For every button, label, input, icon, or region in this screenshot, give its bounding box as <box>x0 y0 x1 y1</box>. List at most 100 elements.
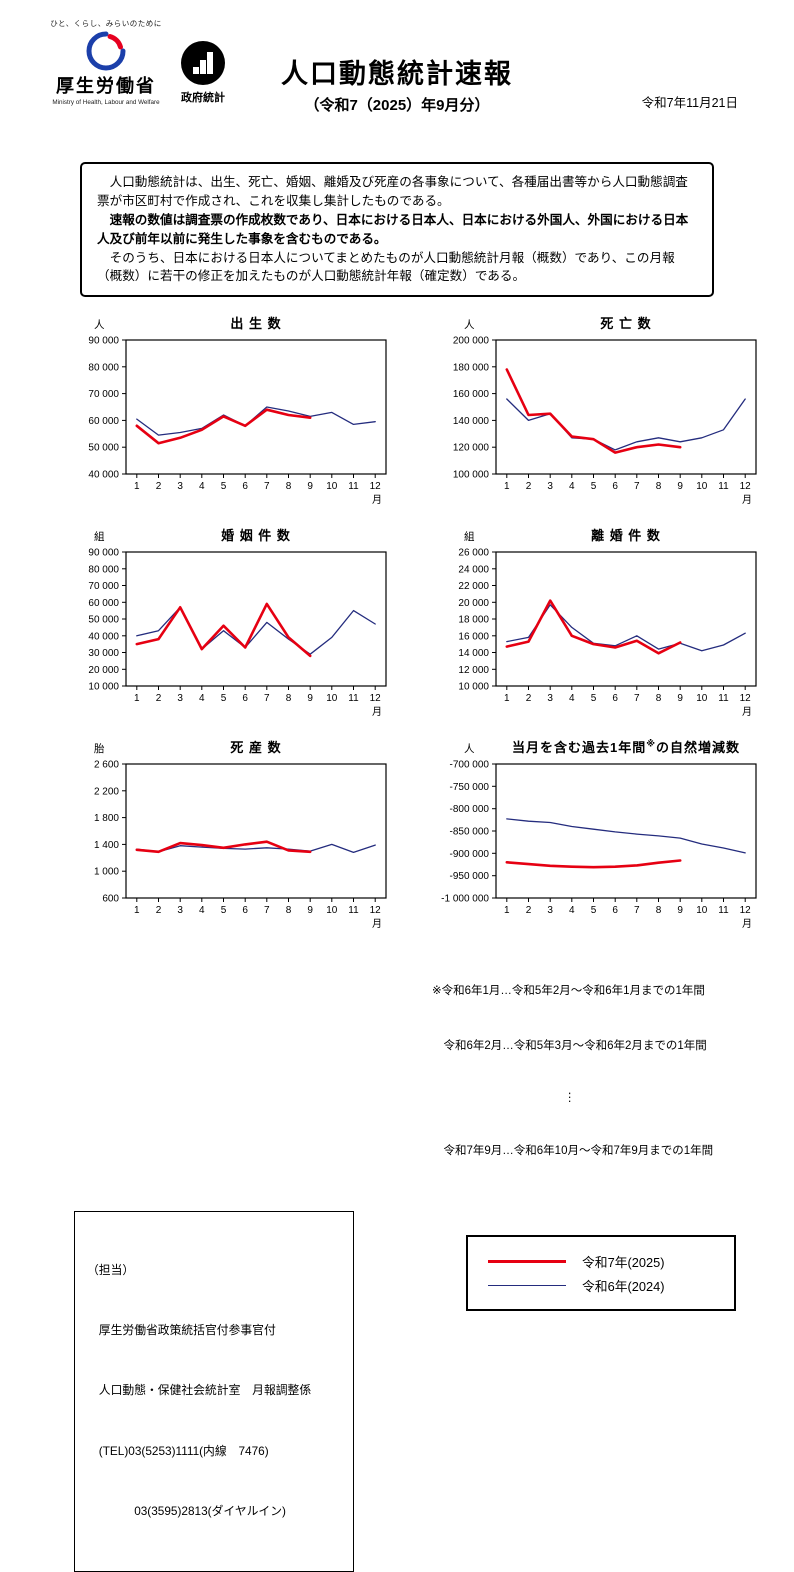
mhlw-logo-icon <box>86 31 126 71</box>
svg-text:4: 4 <box>199 693 205 704</box>
svg-text:120 000: 120 000 <box>453 443 490 454</box>
chart-head: 人死 亡 数 <box>432 313 766 332</box>
gov-stats-logo-block: 政府統計 <box>172 40 234 105</box>
svg-text:1 000: 1 000 <box>94 867 119 878</box>
svg-text:200 000: 200 000 <box>453 336 490 347</box>
svg-text:8: 8 <box>286 905 292 916</box>
svg-text:11: 11 <box>348 905 359 916</box>
line-chart: -1 000 000 -950 000 -900 000 -850 000 -800 0… <box>441 760 757 930</box>
mhlw-logo-block: ひと、くらし、みらいのために 厚生労働省 Ministry of Health,… <box>40 18 172 106</box>
ministry-name: 厚生労働省 <box>56 76 156 96</box>
svg-text:6: 6 <box>612 481 618 492</box>
contact-box: （担当） 厚生労働省政策統括官付参事官付 人口動態・保健社会統計室 月報調整係 … <box>74 1211 354 1572</box>
svg-text:2 200: 2 200 <box>94 787 119 798</box>
svg-text:3: 3 <box>547 481 553 492</box>
line-chart: 10 000 12 000 14 000 16 000 18 000 20 000 22 0… <box>458 548 757 718</box>
chart-title: 婚 姻 件 数 <box>221 528 291 544</box>
svg-text:1 400: 1 400 <box>94 840 119 851</box>
chart-title: 当月を含む過去1年間※の自然増減数 <box>512 739 740 756</box>
svg-text:2: 2 <box>526 693 532 704</box>
chart-head: 人出 生 数 <box>62 313 396 332</box>
svg-text:12: 12 <box>740 481 752 492</box>
chart-head: 組離 婚 件 数 <box>432 525 766 544</box>
svg-text:7: 7 <box>264 481 270 492</box>
svg-text:14 000: 14 000 <box>458 648 489 659</box>
svg-text:600: 600 <box>102 894 119 905</box>
header: ひと、くらし、みらいのために 厚生労働省 Ministry of Health,… <box>0 0 794 128</box>
intro-paragraph-2: 速報の数値は調査票の作成枚数であり、日本における日本人、日本における外国人、外国… <box>97 212 689 246</box>
svg-text:70 000: 70 000 <box>88 389 119 400</box>
y-axis-unit-label: 人 <box>464 319 475 332</box>
y-axis-unit-label: 組 <box>94 531 105 544</box>
legend-row-r6: 令和6年(2024) <box>488 1273 714 1297</box>
svg-text:-900 000: -900 000 <box>450 849 490 860</box>
svg-text:8: 8 <box>286 481 292 492</box>
svg-text:9: 9 <box>677 481 683 492</box>
intro-paragraph-3: そのうち、日本における日本人についてまとめたものが人口動態統計月報（概数）であり… <box>97 250 675 284</box>
svg-text:2: 2 <box>526 905 532 916</box>
legend-box: 令和7年(2025) 令和6年(2024) <box>466 1235 736 1312</box>
svg-text:20 000: 20 000 <box>458 598 489 609</box>
chart-head: 組婚 姻 件 数 <box>62 525 396 544</box>
svg-text:1: 1 <box>504 481 510 492</box>
legend-line-r7 <box>488 1259 566 1263</box>
legend-row-r7: 令和7年(2025) <box>488 1249 714 1273</box>
svg-text:6: 6 <box>612 693 618 704</box>
page-title: 人口動態統計速報 <box>281 59 513 89</box>
svg-text:1: 1 <box>504 693 510 704</box>
svg-text:40 000: 40 000 <box>88 470 119 481</box>
svg-text:12: 12 <box>740 693 752 704</box>
svg-text:70 000: 70 000 <box>88 581 119 592</box>
svg-text:7: 7 <box>634 905 640 916</box>
y-axis-unit-label: 人 <box>94 319 105 332</box>
svg-text:5: 5 <box>221 481 227 492</box>
svg-text:8: 8 <box>286 693 292 704</box>
legend-line-r6 <box>488 1284 566 1286</box>
svg-text:10 000: 10 000 <box>458 682 489 693</box>
svg-text:1 800: 1 800 <box>94 813 119 824</box>
svg-text:月: 月 <box>372 918 382 930</box>
svg-text:8: 8 <box>656 905 662 916</box>
line-chart: 10 000 20 000 30 000 40 000 50 000 60 000 70 0… <box>88 548 387 718</box>
svg-text:26 000: 26 000 <box>458 548 489 559</box>
bottom-row: （担当） 厚生労働省政策統括官付参事官付 人口動態・保健社会統計室 月報調整係 … <box>0 1211 794 1572</box>
svg-text:160 000: 160 000 <box>453 389 490 400</box>
svg-text:10: 10 <box>326 481 338 492</box>
svg-text:8: 8 <box>656 693 662 704</box>
svg-text:90 000: 90 000 <box>88 336 119 347</box>
svg-text:9: 9 <box>307 905 313 916</box>
svg-text:11: 11 <box>348 693 359 704</box>
contact-line-3: 人口動態・保健社会統計室 月報調整係 <box>87 1383 312 1398</box>
svg-text:12: 12 <box>370 481 382 492</box>
chart-title: 離 婚 件 数 <box>591 528 661 544</box>
svg-text:18 000: 18 000 <box>458 615 489 626</box>
svg-text:6: 6 <box>242 693 248 704</box>
svg-text:4: 4 <box>569 905 575 916</box>
svg-text:10 000: 10 000 <box>88 682 119 693</box>
svg-text:180 000: 180 000 <box>453 363 490 374</box>
svg-text:16 000: 16 000 <box>458 632 489 643</box>
chart-title: 死 産 数 <box>230 740 282 756</box>
svg-text:月: 月 <box>372 706 382 718</box>
svg-text:1: 1 <box>504 905 510 916</box>
svg-text:-1 000 000: -1 000 000 <box>441 894 489 905</box>
svg-text:9: 9 <box>677 693 683 704</box>
svg-text:8: 8 <box>656 481 662 492</box>
svg-text:12: 12 <box>370 693 382 704</box>
svg-text:80 000: 80 000 <box>88 565 119 576</box>
svg-text:50 000: 50 000 <box>88 615 119 626</box>
chart-divorces: 組 離 婚 件 数 10 000 12 000 14 000 16 000 18 000 20… <box>432 525 766 723</box>
svg-text:40 000: 40 000 <box>88 632 119 643</box>
svg-text:7: 7 <box>264 693 270 704</box>
svg-text:10: 10 <box>696 481 708 492</box>
line-chart: 100 000 120 000 140 000 160 000 180 000 200 0… <box>453 336 757 506</box>
svg-text:2: 2 <box>156 905 162 916</box>
contact-line-5: 03(3595)2813(ダイヤルイン) <box>87 1503 286 1518</box>
svg-text:60 000: 60 000 <box>88 598 119 609</box>
svg-text:5: 5 <box>591 905 597 916</box>
svg-text:月: 月 <box>742 706 752 718</box>
svg-text:11: 11 <box>718 905 729 916</box>
svg-text:7: 7 <box>634 693 640 704</box>
